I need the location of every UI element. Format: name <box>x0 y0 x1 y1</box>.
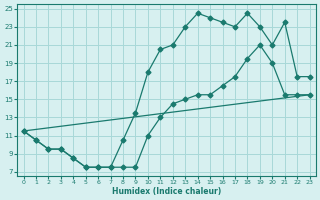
X-axis label: Humidex (Indice chaleur): Humidex (Indice chaleur) <box>112 187 221 196</box>
